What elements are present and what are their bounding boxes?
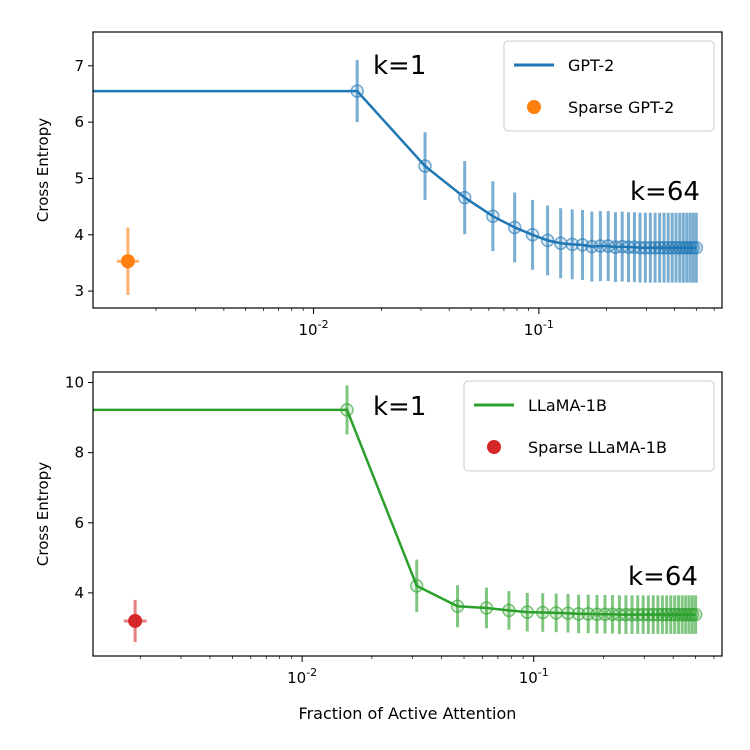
- data-point: [340, 403, 354, 417]
- data-point: [565, 237, 579, 252]
- data-point: [571, 607, 586, 621]
- data-point: [409, 579, 424, 593]
- data-point: [646, 607, 660, 622]
- data-point: [671, 607, 686, 622]
- legend-label: LLaMA-1B: [528, 396, 607, 415]
- x-tick-label: 10-2: [287, 666, 317, 687]
- annotation-k-64: k=64: [628, 562, 698, 592]
- data-point: [553, 236, 568, 250]
- x-tick-label: 10-1: [524, 318, 554, 339]
- data-point: [525, 228, 540, 242]
- annotation-k-1: k=1: [373, 51, 426, 81]
- x-tick-label: 10-1: [519, 666, 549, 687]
- sparse-point: [128, 613, 143, 628]
- panel-1: 10-2 10-1 3 4 5 6 7 Cross Entropy k=1 k=64 GPT-2 Sp…: [34, 31, 723, 339]
- y-tick-label: 10: [65, 374, 84, 392]
- data-point: [686, 240, 700, 255]
- data-point: [672, 240, 687, 255]
- plot-frame: [92, 371, 723, 657]
- y-axis-label: Cross Entropy: [34, 462, 52, 566]
- data-point: [457, 190, 472, 205]
- x-axis-label: Fraction of Active Attention: [299, 704, 517, 723]
- data-point: [479, 601, 494, 615]
- legend-dot-marker: [527, 100, 541, 114]
- x-tick-label: 10-2: [299, 318, 329, 339]
- y-tick-label: 5: [74, 169, 84, 187]
- legend-box: [503, 40, 715, 132]
- data-point: [450, 599, 465, 613]
- data-point: [689, 240, 704, 255]
- y-tick-label: 3: [74, 282, 84, 300]
- plot-frame: [92, 31, 723, 309]
- annotation-k-1: k=1: [373, 392, 426, 422]
- data-point: [561, 606, 575, 620]
- y-axis-label: Cross Entropy: [34, 118, 52, 222]
- data-point: [643, 240, 658, 255]
- plot-area: [93, 60, 704, 296]
- annotation-k-64: k=64: [630, 177, 700, 207]
- data-point: [636, 607, 650, 622]
- y-tick-label: 7: [74, 57, 84, 75]
- data-point: [608, 240, 623, 254]
- data-point: [688, 607, 703, 622]
- data-point: [675, 607, 689, 622]
- legend: GPT-2 Sparse GPT-2: [503, 40, 715, 132]
- y-tick-label: 8: [74, 444, 84, 462]
- data-point: [685, 607, 700, 622]
- y-tick-label: 4: [74, 584, 84, 602]
- data-point: [540, 233, 555, 248]
- data-point: [350, 84, 364, 98]
- data-point: [676, 240, 691, 255]
- y-tick-label: 4: [74, 226, 84, 244]
- panel-2: 10-2 10-1 4 6 8 10 Cross Entropy Fraction of Ac…: [34, 371, 723, 723]
- data-point: [638, 240, 653, 255]
- data-point: [549, 606, 563, 620]
- data-point: [520, 605, 534, 619]
- data-point: [507, 220, 522, 235]
- data-point: [502, 603, 516, 618]
- legend-dot-marker: [487, 440, 501, 454]
- plot-area: [93, 385, 703, 642]
- y-tick-label: 6: [74, 113, 84, 131]
- data-point: [605, 607, 620, 622]
- legend-label: Sparse GPT-2: [568, 98, 674, 117]
- data-point: [641, 607, 656, 622]
- sparse-point: [120, 254, 135, 269]
- legend: LLaMA-1B Sparse LLaMA-1B: [463, 380, 715, 472]
- y-tick-label: 6: [74, 514, 84, 532]
- data-point: [536, 605, 550, 620]
- data-point: [418, 159, 432, 173]
- legend-label: GPT-2: [568, 56, 614, 75]
- data-point: [486, 209, 500, 223]
- legend-label: Sparse LLaMA-1B: [528, 438, 667, 457]
- legend-box: [463, 380, 715, 472]
- data-point: [669, 240, 683, 255]
